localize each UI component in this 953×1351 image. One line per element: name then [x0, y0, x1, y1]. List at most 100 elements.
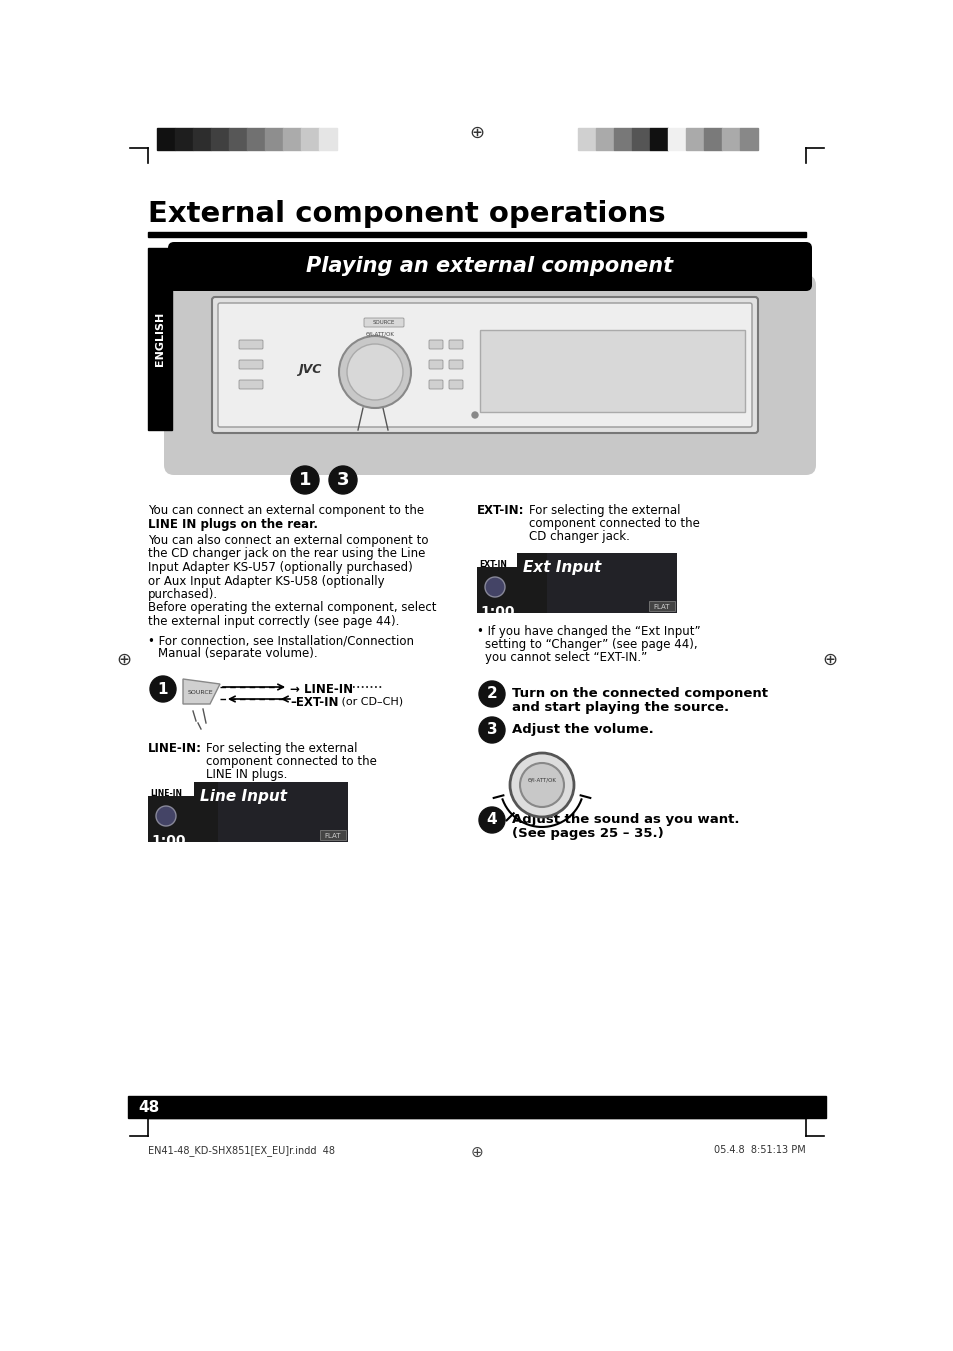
Text: LINE IN plugs.: LINE IN plugs. — [206, 767, 287, 781]
Text: 3: 3 — [336, 471, 349, 489]
Bar — [721, 128, 740, 150]
Bar — [193, 128, 211, 150]
Text: 1:00: 1:00 — [479, 605, 514, 619]
FancyBboxPatch shape — [429, 340, 442, 349]
Text: 4: 4 — [486, 812, 497, 828]
Bar — [631, 128, 649, 150]
Text: the CD changer jack on the rear using the Line: the CD changer jack on the rear using th… — [148, 547, 425, 561]
Bar — [265, 128, 283, 150]
Text: SOURCE: SOURCE — [373, 319, 395, 324]
Text: Turn on the connected component: Turn on the connected component — [512, 688, 767, 700]
Bar — [740, 128, 758, 150]
Text: Line Input: Line Input — [200, 789, 287, 804]
Text: • If you have changed the “Ext Input”: • If you have changed the “Ext Input” — [476, 626, 700, 638]
Bar — [667, 128, 685, 150]
Text: Adjust the volume.: Adjust the volume. — [512, 723, 653, 736]
Bar — [479, 330, 744, 412]
Circle shape — [478, 681, 504, 707]
Text: –EXT-IN: –EXT-IN — [290, 696, 338, 709]
Text: 1: 1 — [298, 471, 311, 489]
Text: 48: 48 — [138, 1100, 159, 1115]
FancyBboxPatch shape — [429, 359, 442, 369]
Text: EXT-IN:: EXT-IN: — [476, 504, 524, 517]
Circle shape — [156, 807, 175, 825]
Text: External component operations: External component operations — [148, 200, 665, 228]
Bar — [301, 128, 318, 150]
Circle shape — [338, 336, 411, 408]
Text: the external input correctly (see page 44).: the external input correctly (see page 4… — [148, 615, 399, 628]
Text: 05.4.8  8:51:13 PM: 05.4.8 8:51:13 PM — [714, 1146, 805, 1155]
Text: (or CD–CH): (or CD–CH) — [337, 696, 403, 707]
Text: 1: 1 — [157, 681, 168, 697]
Text: component connected to the: component connected to the — [529, 517, 700, 530]
Text: 1:00: 1:00 — [151, 834, 185, 848]
Circle shape — [478, 717, 504, 743]
Circle shape — [484, 577, 504, 597]
Text: ⊕: ⊕ — [469, 124, 484, 142]
Bar — [685, 128, 703, 150]
Text: LINE-IN:: LINE-IN: — [148, 742, 202, 755]
FancyBboxPatch shape — [164, 276, 815, 476]
Bar — [218, 782, 348, 842]
Bar — [148, 232, 805, 236]
Bar — [283, 128, 301, 150]
Bar — [148, 249, 172, 430]
Polygon shape — [183, 680, 220, 704]
Circle shape — [519, 763, 563, 807]
Bar — [596, 128, 614, 150]
Text: You can connect an external component to the: You can connect an external component to… — [148, 504, 424, 517]
Bar — [546, 553, 677, 613]
Text: • For connection, see Installation/Connection: • For connection, see Installation/Conne… — [148, 634, 414, 647]
Text: EXT-IN: EXT-IN — [478, 561, 506, 569]
Circle shape — [510, 753, 574, 817]
Text: Θ/I·ATT/OK: Θ/I·ATT/OK — [527, 777, 556, 782]
FancyBboxPatch shape — [212, 297, 758, 434]
Circle shape — [472, 412, 477, 417]
Text: LINE-IN: LINE-IN — [150, 789, 182, 798]
Text: (See pages 25 – 35.): (See pages 25 – 35.) — [512, 827, 663, 840]
Text: Before operating the external component, select: Before operating the external component,… — [148, 601, 436, 615]
Text: you cannot select “EXT-IN.”: you cannot select “EXT-IN.” — [484, 651, 646, 663]
FancyBboxPatch shape — [429, 380, 442, 389]
Text: Θ/I·ATT/OK: Θ/I·ATT/OK — [365, 332, 394, 336]
Text: ⊕: ⊕ — [821, 651, 837, 669]
Text: component connected to the: component connected to the — [206, 755, 376, 767]
Bar — [649, 128, 667, 150]
Text: CD changer jack.: CD changer jack. — [529, 530, 629, 543]
Bar — [128, 1096, 825, 1119]
Text: purchased).: purchased). — [148, 588, 218, 601]
Text: You can also connect an external component to: You can also connect an external compone… — [148, 534, 428, 547]
Text: For selecting the external: For selecting the external — [206, 742, 357, 755]
Bar — [174, 128, 193, 150]
FancyBboxPatch shape — [168, 242, 811, 290]
Bar — [148, 782, 348, 842]
Text: ENGLISH: ENGLISH — [154, 312, 165, 366]
Text: and start playing the source.: and start playing the source. — [512, 701, 728, 713]
Bar — [229, 128, 247, 150]
Bar — [476, 553, 677, 613]
Bar — [247, 128, 265, 150]
FancyBboxPatch shape — [239, 340, 263, 349]
Bar — [319, 830, 346, 840]
Text: Playing an external component: Playing an external component — [306, 257, 673, 277]
Circle shape — [150, 676, 175, 703]
Text: 2: 2 — [486, 686, 497, 701]
Text: FLAT: FLAT — [653, 604, 670, 611]
FancyBboxPatch shape — [449, 359, 462, 369]
Circle shape — [291, 466, 318, 494]
Text: Input Adapter KS-U57 (optionally purchased): Input Adapter KS-U57 (optionally purchas… — [148, 561, 413, 574]
Bar — [148, 782, 193, 796]
Text: Manual (separate volume).: Manual (separate volume). — [158, 647, 317, 661]
FancyBboxPatch shape — [449, 340, 462, 349]
Text: FLAT: FLAT — [324, 834, 341, 839]
Bar — [578, 128, 596, 150]
Text: EN41-48_KD-SHX851[EX_EU]r.indd  48: EN41-48_KD-SHX851[EX_EU]r.indd 48 — [148, 1146, 335, 1156]
Text: LINE IN plugs on the rear.: LINE IN plugs on the rear. — [148, 517, 317, 531]
Text: or Aux Input Adapter KS-U58 (optionally: or Aux Input Adapter KS-U58 (optionally — [148, 574, 384, 588]
FancyBboxPatch shape — [449, 380, 462, 389]
Bar — [648, 601, 675, 611]
FancyBboxPatch shape — [239, 359, 263, 369]
Text: Ext Input: Ext Input — [522, 561, 600, 576]
Bar — [614, 128, 631, 150]
Circle shape — [329, 466, 356, 494]
